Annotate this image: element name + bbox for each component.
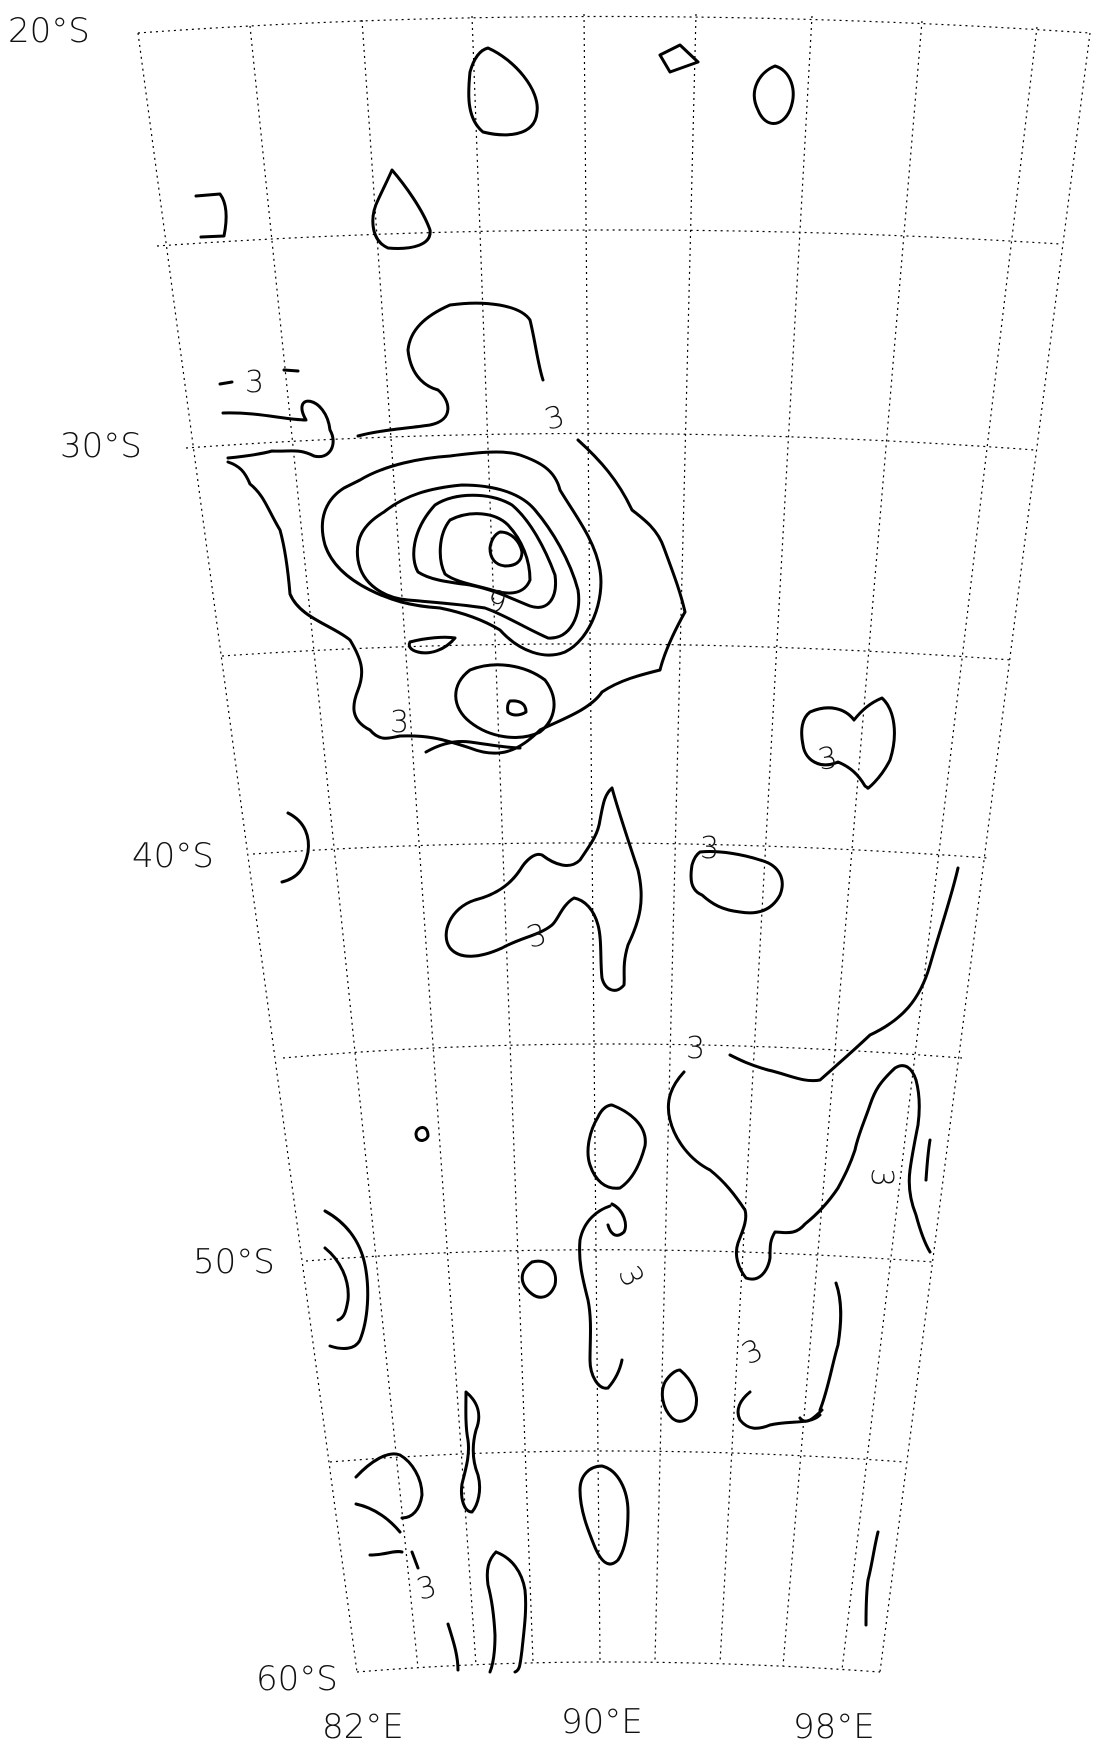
contour-blob <box>414 1126 430 1142</box>
latitude-gridlines <box>137 15 1091 1673</box>
latitude-line-45s <box>282 1043 963 1059</box>
contour-open <box>424 740 522 754</box>
longitude-line-88e <box>583 13 601 1661</box>
longitude-line-94e <box>782 20 923 1667</box>
contour-open <box>218 380 234 386</box>
latitude-label-20s: 20°S <box>8 11 90 51</box>
contour-open <box>368 1550 404 1557</box>
latitude-line-30s <box>185 432 1036 451</box>
contour-open <box>864 1530 880 1627</box>
contour-label: 3 <box>611 1261 651 1293</box>
contour-open <box>323 1246 350 1322</box>
latitude-labels: 20°S 30°S 40°S 50°S 60°S <box>8 11 338 1699</box>
contour-blob <box>407 635 457 655</box>
contour-label: 3 <box>737 1332 769 1372</box>
contour-open <box>282 368 300 373</box>
contour-label: 3 <box>541 399 569 438</box>
contour-blob <box>689 850 784 915</box>
contour-open <box>736 1390 822 1430</box>
contour-label: 3 <box>245 365 264 400</box>
contour-open <box>354 1502 402 1534</box>
latitude-line-25s <box>156 229 1061 247</box>
contour-label: 3 <box>700 831 719 866</box>
contour-open <box>818 1281 843 1412</box>
contour-open <box>460 1390 482 1514</box>
contour-open <box>924 1138 932 1182</box>
longitude-line-90e <box>654 13 697 1661</box>
longitude-labels: 82°E 90°E 98°E <box>322 1702 875 1747</box>
longitude-line-86e <box>471 15 534 1663</box>
contour-open <box>194 192 228 239</box>
contour-level-15 <box>438 512 532 595</box>
contour-open <box>221 399 335 460</box>
longitude-label-90e: 90°E <box>561 1702 643 1742</box>
contour-label: 3 <box>390 705 409 740</box>
contour-main-3 <box>356 301 545 438</box>
longitude-line-84e <box>361 19 477 1666</box>
contour-blob <box>520 1259 558 1299</box>
contour-main-3b <box>226 438 687 755</box>
contour-blob <box>578 1464 630 1566</box>
contour-label: 3 <box>686 1031 705 1066</box>
contour-label: 3 <box>864 1168 899 1187</box>
latitude-line-55s <box>329 1450 906 1463</box>
contour-open <box>666 1064 932 1281</box>
latitude-line-50s <box>305 1249 934 1263</box>
longitude-label-82e: 82°E <box>322 1707 404 1747</box>
contour-open <box>494 1550 528 1674</box>
contours <box>194 43 960 1674</box>
longitude-label-98e: 98°E <box>793 1707 875 1747</box>
contour-level-9 <box>355 483 581 640</box>
contour-open <box>606 1202 627 1237</box>
contour-label: 3 <box>815 740 840 778</box>
contour-level-18 <box>488 530 524 568</box>
longitude-line-96e <box>841 26 1038 1671</box>
contour-blob <box>586 1103 647 1190</box>
contour-open <box>485 1550 498 1674</box>
contour-blob <box>660 1368 698 1423</box>
latitude-label-60s: 60°S <box>256 1659 338 1699</box>
contour-blob <box>506 699 528 717</box>
contour-open <box>354 1452 424 1520</box>
contour-blob <box>454 663 556 739</box>
contour-open <box>578 1204 624 1390</box>
longitude-line-98e <box>879 32 1091 1673</box>
contour-open <box>410 1550 420 1570</box>
contour-open <box>728 866 960 1083</box>
latitude-line-60s <box>356 1661 881 1673</box>
latitude-label-50s: 50°S <box>193 1242 275 1282</box>
contour-open <box>446 1622 460 1672</box>
contour-blob <box>444 786 643 992</box>
contour-open <box>323 1209 370 1350</box>
contour-blob <box>658 43 700 74</box>
contour-value-labels: 3 3 3 3 3 3 3 3 3 3 3 9 <box>245 365 899 1608</box>
contour-blob <box>752 64 795 125</box>
latitude-line-40s <box>252 842 989 859</box>
contour-label: 3 <box>413 1569 441 1608</box>
latitude-line-35s <box>221 643 1013 661</box>
latitude-label-30s: 30°S <box>60 426 142 466</box>
contour-blob <box>371 168 432 250</box>
contour-level-6 <box>320 450 603 657</box>
longitude-line-82e <box>249 25 419 1669</box>
contour-label: 3 <box>523 917 551 956</box>
contour-level-12 <box>412 493 558 609</box>
longitude-line-92e <box>719 15 813 1664</box>
latitude-line-20s <box>137 15 1091 34</box>
longitude-gridlines <box>137 13 1091 1673</box>
contour-blob <box>800 696 896 790</box>
contour-blob <box>467 46 539 137</box>
latitude-label-40s: 40°S <box>132 836 214 876</box>
contour-open <box>280 811 310 884</box>
